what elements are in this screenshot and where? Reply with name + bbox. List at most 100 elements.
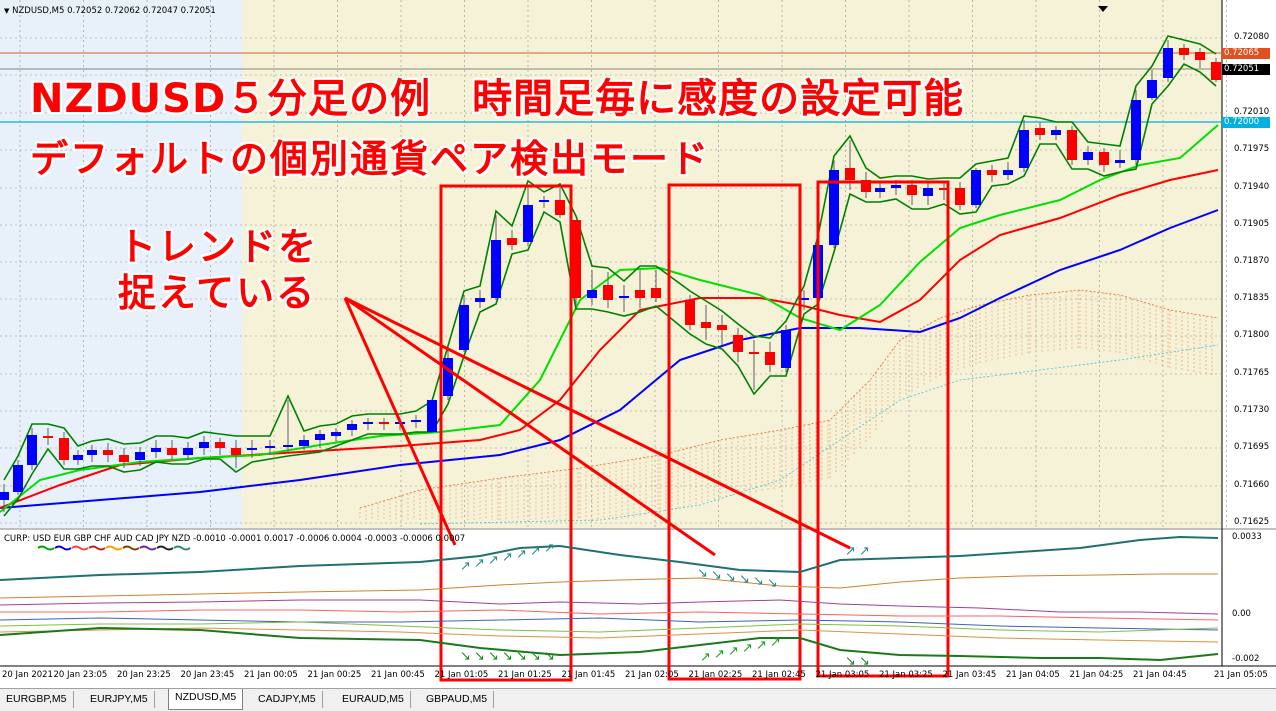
candle-body [1131,100,1141,160]
time-axis-label: 21 Jan 04:45 [1133,670,1187,680]
candle-body [1083,152,1093,160]
candle-body [523,205,533,242]
candle-body [443,358,453,396]
candle-body [717,325,727,330]
candle-body [619,296,629,298]
candle-body [1099,152,1109,165]
chart-tab-gbpaudm5[interactable]: GBPAUD,M5 [420,691,495,708]
session-shading [0,0,242,528]
trend-down-arrow: ↘ [460,649,471,664]
title-annotation-line1: NZDUSD５分足の例 時間足毎に感度の設定可能 [30,76,965,122]
time-axis-label: 21 Jan 01:45 [561,670,616,680]
trend-down-arrow: ↘ [474,649,485,664]
chart-menu-icon[interactable]: ▼ [4,7,10,15]
candle-body [1163,48,1173,78]
price-tag: 0.72000 [1222,117,1270,128]
currency-strength-line-3 [0,599,1219,615]
candle-body [1051,130,1061,135]
chart-tab-cadjpym5[interactable]: CADJPY,M5 [252,691,323,708]
time-axis-label: 21 Jan 02:25 [688,670,743,680]
trend-up-arrow: ↗ [756,638,767,653]
trend-up-arrow: ↗ [714,647,725,662]
candle-body [265,446,275,448]
candle-body [119,455,129,462]
trend-down-arrow: ↘ [502,649,513,664]
symbol-header: NZDUSD,M5 0.72052 0.72062 0.72047 0.7205… [12,6,216,16]
candle-body [907,185,917,195]
price-axis-label: 0.71940 [1234,182,1270,192]
indicator-header: CURP: USD EUR GBP CHF AUD CAD JPY NZD -0… [4,534,466,544]
legend-swatch-3 [71,545,89,551]
candle-body [299,440,309,446]
candle-body [1019,130,1029,168]
legend-swatch-9 [173,545,191,551]
currency-strength-line-1 [0,535,1219,581]
candle-body [539,200,549,202]
price-axis-label: 0.71905 [1234,219,1270,229]
price-tag: 0.72051 [1222,64,1270,75]
currency-strength-line-7 [0,627,1219,643]
trend-down-arrow: ↘ [859,654,870,669]
trend-down-arrow: ↘ [725,570,736,585]
time-axis-label: 20 Jan 23:05 [53,670,108,680]
candle-body [347,424,357,430]
price-chart[interactable]: ↗ ↗ ↗ ↗ ↗ ↗ ↗↘ ↘ ↘ ↘ ↘ ↘↗ ↗ ↗ ↗ ↗ ↗↗ ↗↘ ↘ ↘ ↘ ↘ ↘ ↘ ↘ ↘ [0,0,1276,688]
time-axis-label: 21 Jan 00:45 [371,670,425,680]
candle-body [411,420,421,422]
candle-body [587,290,597,298]
trend-down-arrow: ↘ [488,649,499,664]
trend-down-arrow: ↘ [516,649,527,664]
title-annotation-line2: デフォルトの個別通貨ペア検出モード [30,137,711,181]
price-axis-label: 0.71765 [1234,368,1270,378]
candle-body [603,285,613,300]
price-axis-label: 0.71730 [1234,405,1270,415]
indicator-axis-label: 0.0033 [1232,532,1262,542]
chart-tab-nzdusdm5[interactable]: NZDUSD,M5 [168,689,244,710]
trend-down-arrow: ↘ [739,572,750,587]
highlight-box-1 [439,184,573,682]
chart-tab-eurgbpm5[interactable]: EURGBP,M5 [0,691,74,708]
candle-body [1003,170,1013,175]
candle-body [749,352,759,354]
candle-body [685,300,695,325]
candle-body [315,434,325,440]
legend-swatch-6 [122,545,140,551]
chart-tab-bar: EURGBP,M5 EURJPY,M5 NZDUSD,M5 CADJPY,M5 EURA… [0,688,1276,711]
time-axis-label: 21 Jan 03:05 [815,670,870,680]
candle-body [507,238,517,245]
candle-body [135,452,145,460]
candle-body [861,180,871,192]
chart-tab-euraudm5[interactable]: EURAUD,M5 [336,691,411,708]
indicator-axis-label: -0.002 [1232,654,1260,664]
envelope-lower [3,62,1217,517]
trend-up-arrow: ↗ [488,553,499,568]
candle-body [427,400,437,432]
candle-body [571,220,581,298]
candle-body [247,448,257,450]
trend-down-arrow: ↘ [767,576,778,591]
price-axis-label: 0.71835 [1234,293,1270,303]
candle-body [459,305,469,350]
candle-body [701,322,711,328]
candle-body [875,188,885,192]
trend-up-arrow: ↗ [530,544,541,559]
time-axis-label: 21 Jan 00:25 [307,670,362,680]
candle-body [635,290,645,298]
chart-tab-eurjpym5[interactable]: EURJPY,M5 [84,691,155,708]
trend-down-arrow: ↘ [711,568,722,583]
candle-body [491,240,501,298]
time-axis-label: 21 Jan 00:05 [244,670,298,680]
time-axis-label: 21 Jan 02:45 [752,670,806,680]
envelope-upper [3,35,1217,481]
candle-body [987,170,997,175]
trend-down-arrow: ↘ [530,649,541,664]
candle-body [1179,48,1189,55]
time-axis-label: 21 Jan 01:05 [434,670,489,680]
candle-body [231,448,241,455]
candle-body [1035,128,1045,135]
candle-body [1195,52,1205,60]
candle-body [215,442,225,448]
currency-strength-line-4 [0,609,1219,621]
time-axis-label: 21 Jan 02:05 [625,670,679,680]
